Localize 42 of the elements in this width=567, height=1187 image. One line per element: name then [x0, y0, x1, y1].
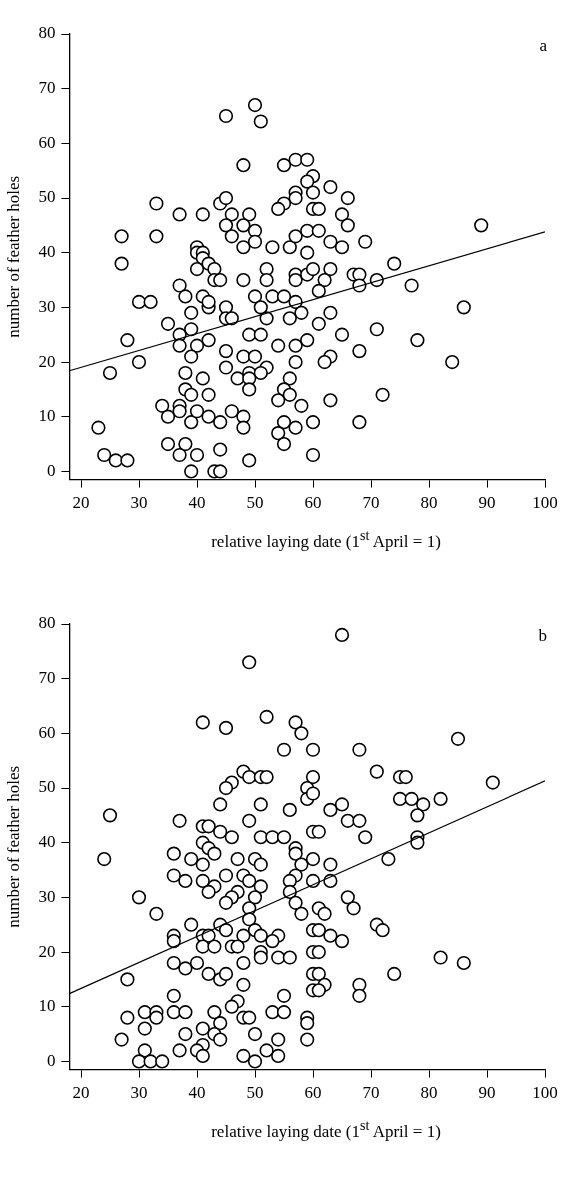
x-tick-label: 60 — [304, 493, 322, 513]
x-tick-label: 70 — [362, 493, 380, 513]
y-tick-label: 50 — [38, 777, 56, 797]
x-tick-label: 60 — [304, 1083, 322, 1103]
y-tick-label: 70 — [38, 78, 56, 98]
x-axis-title: relative laying date (1$^{st}$ April = 1) — [210, 1117, 442, 1142]
y-tick-label: 70 — [38, 668, 56, 688]
annotation: b — [538, 625, 547, 645]
x-tick-label: 80 — [420, 1083, 438, 1103]
x-tick-label: 100 — [532, 493, 558, 513]
y-tick-label: 80 — [38, 613, 56, 633]
x-tick-label: 30 — [130, 1083, 148, 1103]
y-tick-label: 0 — [46, 1050, 56, 1070]
y-axis-title: number of feather holes — [3, 175, 23, 338]
x-tick-label: 90 — [478, 1083, 496, 1103]
y-tick-label: 40 — [38, 242, 56, 262]
y-tick-label: 40 — [38, 832, 56, 852]
y-tick-label: 60 — [38, 132, 56, 152]
y-tick-label: 50 — [38, 187, 56, 207]
y-tick-label: 30 — [38, 296, 56, 316]
y-tick-label: 10 — [38, 996, 56, 1016]
x-axis-title: relative laying date (1$^{st}$ April = 1) — [210, 527, 442, 552]
y-tick-label: 20 — [38, 351, 56, 371]
y-tick-label: 80 — [38, 23, 56, 43]
annotation: a — [539, 35, 548, 55]
x-tick-label: 20 — [72, 493, 90, 513]
x-tick-label: 30 — [130, 493, 148, 513]
x-tick-label: 50 — [246, 493, 264, 513]
x-tick-label: 40 — [188, 493, 206, 513]
x-tick-label: 100 — [532, 1083, 558, 1103]
x-tick-label: 70 — [362, 1083, 380, 1103]
y-tick-label: 10 — [38, 406, 56, 426]
y-tick-label: 0 — [46, 460, 56, 480]
x-tick-label: 40 — [188, 1083, 206, 1103]
y-tick-label: 20 — [38, 941, 56, 961]
y-axis-title: number of feather holes — [3, 765, 23, 928]
y-tick-label: 30 — [38, 886, 56, 906]
x-tick-label: 90 — [478, 493, 496, 513]
x-tick-label: 80 — [420, 493, 438, 513]
y-tick-label: 60 — [38, 722, 56, 742]
x-tick-label: 50 — [246, 1083, 264, 1103]
x-tick-label: 20 — [72, 1083, 90, 1103]
